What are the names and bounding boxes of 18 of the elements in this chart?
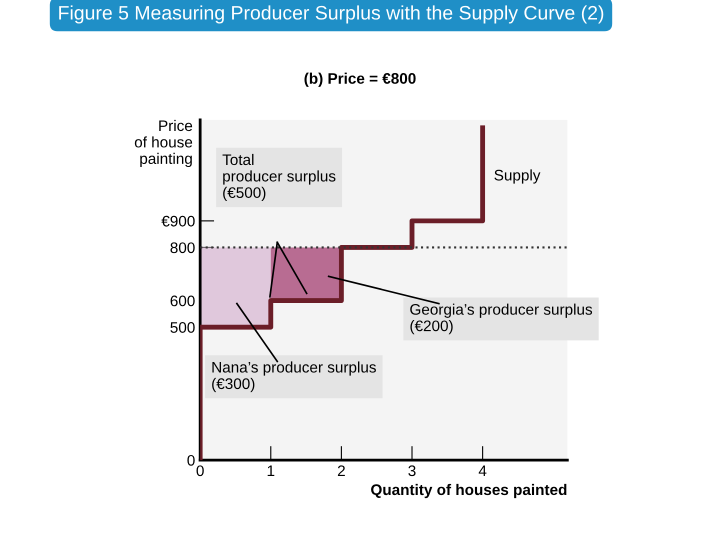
y-axis-title: Price of house painting: [134, 120, 192, 168]
x-tick-label: 4: [478, 466, 486, 476]
x-tick-label: 3: [408, 465, 416, 476]
y-tick-label: 500: [170, 322, 195, 333]
chart-subtitle: (b) Price = €800: [304, 72, 416, 87]
x-axis-title: Quantity of houses painted: [371, 484, 566, 498]
chart-title: Figure 5 Measuring Producer Surplus with the Supply Curve (2): [59, 5, 604, 24]
y-tick-label: 800: [170, 242, 195, 254]
x-tick-label: 2: [338, 465, 345, 476]
annotation: Georgia’s producer surplus (€200): [410, 304, 592, 334]
annotation: Nana’s producer surplus (€300): [212, 361, 376, 392]
y-tick-label: 600: [170, 295, 195, 306]
annotation: Total producer surplus (€500): [222, 154, 336, 202]
x-tick-label: 0: [196, 465, 204, 476]
y-tick-label: 0: [187, 454, 195, 466]
x-tick-label: 1: [268, 466, 274, 476]
series-label: Supply: [494, 169, 540, 184]
y-tick-label: €900: [161, 216, 195, 227]
